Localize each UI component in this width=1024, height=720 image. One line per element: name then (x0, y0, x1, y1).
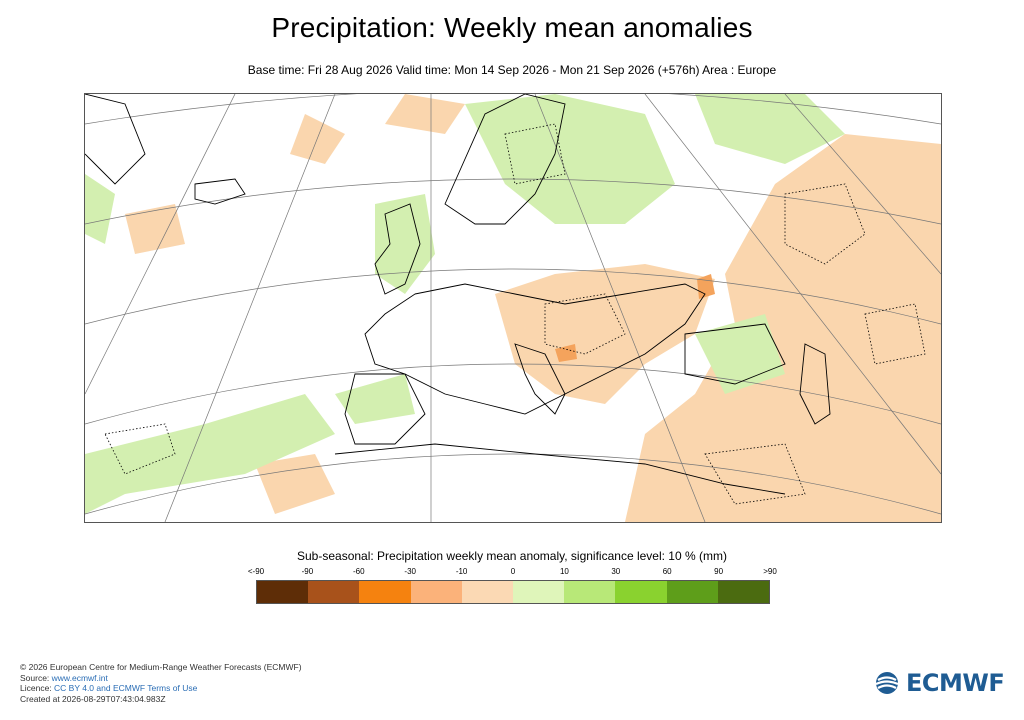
legend-tick: -30 (404, 567, 416, 576)
graticule-parallel-5 (85, 453, 941, 515)
coast-caspian (799, 343, 831, 425)
legend-swatch (666, 581, 718, 603)
legend-tick: -60 (353, 567, 365, 576)
coast-continent (364, 283, 706, 415)
dry-region-central (495, 264, 715, 404)
coast-iceland (194, 178, 246, 205)
legend-tick: 0 (510, 567, 516, 576)
coast-iberia (344, 373, 426, 445)
dry-anomaly-regions (125, 94, 941, 522)
page-subtitle: Base time: Fri 28 Aug 2026 Valid time: M… (247, 63, 777, 77)
legend-tick: >90 (763, 567, 777, 576)
europe-map (84, 93, 942, 523)
significance-contours (104, 123, 926, 505)
licence-label: Licence: (20, 683, 55, 693)
map-canvas (85, 94, 941, 522)
legend-swatch (717, 581, 770, 603)
legend-swatch (257, 581, 309, 603)
licence-line: Licence: CC BY 4.0 and ECMWF Terms of Us… (20, 683, 302, 694)
graticule-parallel-3 (85, 268, 941, 325)
legend-swatch (461, 581, 514, 603)
legend-tick: 30 (611, 567, 621, 576)
legend-swatch (359, 581, 411, 603)
legend-swatch (410, 581, 462, 603)
legend-colorbar (256, 580, 770, 604)
wet-region-atlantic-band (85, 394, 335, 514)
coast-italy (514, 343, 566, 415)
graticule-parallel-4 (85, 363, 941, 425)
legend-tick: 90 (714, 567, 724, 576)
licence-link[interactable]: CC BY 4.0 and ECMWF Terms of Use (54, 683, 198, 693)
wet-region-black-sea (695, 314, 785, 394)
wet-region-south (335, 374, 415, 424)
coast-north-africa (334, 443, 786, 495)
graticule-parallel-2 (85, 178, 941, 225)
legend-swatch (308, 581, 360, 603)
wet-region-scandinavia (465, 94, 675, 224)
wet-anomaly-regions (85, 94, 845, 514)
created-text: Created at 2026-08-29T07:43:04.983Z (20, 693, 166, 704)
significance-contour-3 (104, 423, 176, 475)
coast-british-isles (374, 203, 421, 295)
wet-region-northeast (695, 94, 845, 164)
coastlines (85, 94, 831, 495)
copyright-text: © 2026 European Centre for Medium-Range … (20, 662, 302, 672)
ecmwf-logo-text: ECMWF (906, 669, 1005, 697)
dry-region-north (385, 94, 465, 134)
graticule-meridian-3 (85, 94, 236, 395)
dry-region-southeast (665, 394, 885, 522)
legend-swatch (564, 581, 616, 603)
ecmwf-logo[interactable]: ECMWF (872, 669, 1005, 697)
legend-tick: -10 (455, 567, 468, 576)
footer: © 2026 European Centre for Medium-Range … (20, 662, 302, 704)
coast-black-sea (684, 323, 786, 385)
legend-tick: -90 (301, 567, 314, 576)
ecmwf-logo-icon (875, 672, 899, 694)
significance-contour-1 (784, 183, 866, 265)
strong-dry-balkans (555, 344, 577, 362)
coast-scandinavia (444, 94, 566, 225)
source-link[interactable]: www.ecmwf.int (51, 672, 108, 683)
source-line: Source: www.ecmwf.int (20, 673, 302, 684)
legend-tick: 60 (662, 567, 672, 576)
significance-contour-4 (704, 443, 806, 505)
graticule-parallel-1 (85, 94, 941, 125)
coast-greenland (85, 94, 146, 185)
legend-swatch (615, 581, 667, 603)
graticule-meridian-4 (534, 94, 706, 522)
legend-ticks: <-90 -90 -60 -30 -10 0 10 30 60 90 >90 (248, 567, 777, 579)
legend-tick: 10 (559, 567, 569, 576)
legend-tick: <-90 (247, 567, 265, 576)
graticule-meridian-5 (644, 94, 941, 475)
dry-region-iberia (255, 454, 335, 514)
legend-swatch (513, 581, 565, 603)
graticule-meridian-6 (784, 94, 941, 275)
graticule-meridian-2 (164, 94, 336, 522)
page-title: Precipitation: Weekly mean anomalies (271, 12, 753, 43)
wet-region-west-atlantic (85, 174, 115, 244)
significance-contour-5 (504, 123, 566, 185)
graticule (85, 94, 941, 522)
source-label: Source: (20, 672, 52, 683)
wet-region-british-isles (375, 194, 435, 294)
dry-region-atlantic (125, 204, 185, 254)
significance-contour-6 (864, 303, 926, 365)
legend-title: Sub-seasonal: Precipitation weekly mean … (297, 549, 727, 563)
